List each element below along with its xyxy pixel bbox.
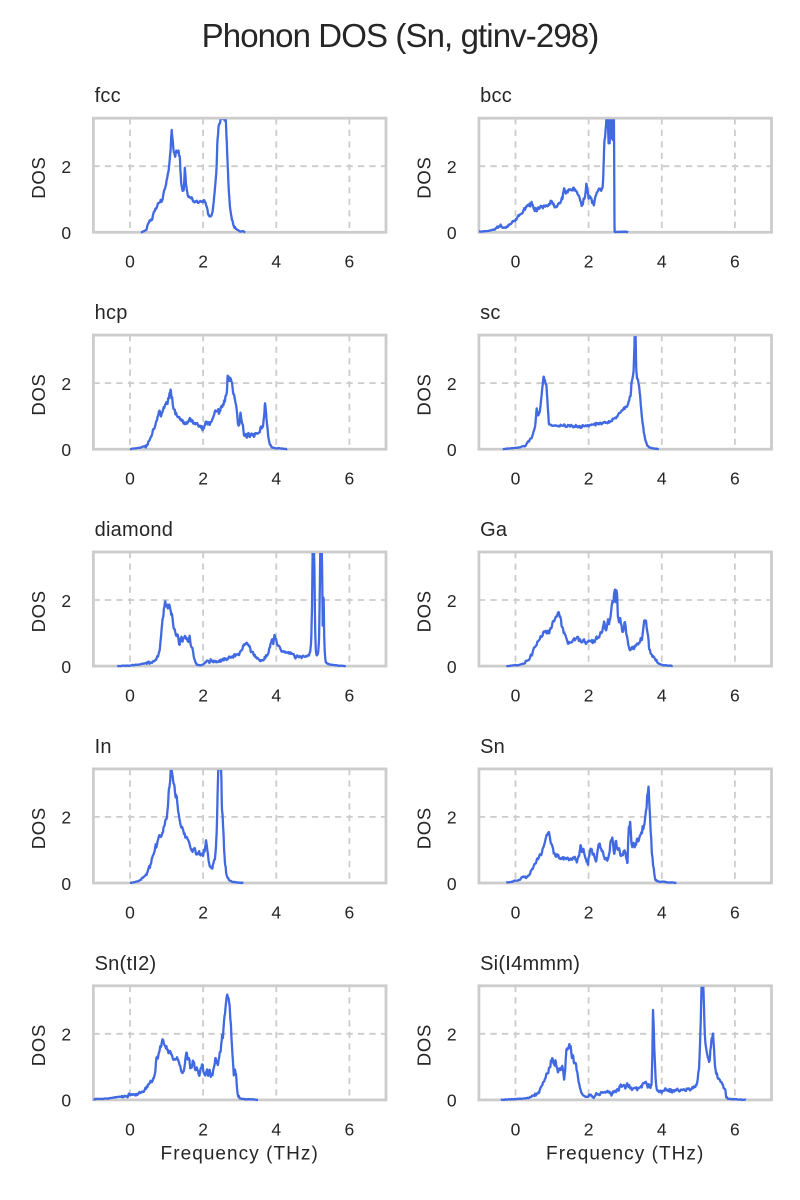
- svg-text:fcc: fcc: [95, 85, 121, 107]
- svg-text:2: 2: [584, 902, 594, 922]
- svg-text:0: 0: [61, 874, 71, 894]
- svg-text:0: 0: [61, 223, 71, 243]
- svg-text:6: 6: [345, 469, 355, 489]
- svg-text:4: 4: [271, 686, 281, 706]
- svg-text:6: 6: [345, 252, 355, 272]
- svg-text:0: 0: [511, 1119, 521, 1139]
- svg-text:0: 0: [61, 1091, 71, 1111]
- svg-text:DOS: DOS: [28, 1024, 49, 1066]
- svg-text:DOS: DOS: [28, 156, 49, 198]
- svg-text:4: 4: [271, 252, 281, 272]
- svg-text:Sn(tI2): Sn(tI2): [95, 953, 157, 975]
- svg-text:bcc: bcc: [480, 85, 512, 107]
- svg-text:DOS: DOS: [413, 590, 434, 632]
- svg-text:4: 4: [657, 902, 667, 922]
- svg-text:Phonon DOS (Sn, gtinv-298): Phonon DOS (Sn, gtinv-298): [202, 17, 599, 54]
- svg-text:0: 0: [125, 902, 135, 922]
- svg-text:6: 6: [345, 686, 355, 706]
- svg-text:0: 0: [447, 1091, 457, 1111]
- svg-text:2: 2: [61, 808, 71, 828]
- svg-text:2: 2: [61, 374, 71, 394]
- svg-text:2: 2: [584, 686, 594, 706]
- svg-text:6: 6: [730, 902, 740, 922]
- svg-text:2: 2: [61, 591, 71, 611]
- svg-text:Frequency (THz): Frequency (THz): [161, 1144, 319, 1165]
- svg-text:0: 0: [125, 469, 135, 489]
- svg-text:diamond: diamond: [95, 519, 173, 541]
- svg-text:0: 0: [511, 469, 521, 489]
- svg-text:2: 2: [447, 374, 457, 394]
- svg-text:0: 0: [447, 223, 457, 243]
- svg-text:0: 0: [447, 874, 457, 894]
- svg-text:In: In: [95, 736, 112, 758]
- svg-text:0: 0: [61, 440, 71, 460]
- svg-text:Si(I4mmm): Si(I4mmm): [480, 953, 580, 975]
- svg-text:0: 0: [125, 1119, 135, 1139]
- svg-text:sc: sc: [480, 302, 501, 324]
- svg-text:6: 6: [730, 469, 740, 489]
- svg-text:hcp: hcp: [95, 302, 128, 324]
- svg-text:6: 6: [730, 252, 740, 272]
- svg-text:DOS: DOS: [28, 373, 49, 415]
- svg-text:0: 0: [61, 657, 71, 677]
- svg-text:2: 2: [584, 252, 594, 272]
- svg-text:4: 4: [271, 469, 281, 489]
- svg-text:0: 0: [125, 686, 135, 706]
- svg-text:6: 6: [730, 1119, 740, 1139]
- svg-text:6: 6: [345, 1119, 355, 1139]
- svg-text:DOS: DOS: [413, 1024, 434, 1066]
- svg-text:4: 4: [657, 252, 667, 272]
- svg-text:0: 0: [125, 252, 135, 272]
- svg-text:DOS: DOS: [413, 373, 434, 415]
- svg-text:0: 0: [447, 657, 457, 677]
- svg-text:4: 4: [657, 686, 667, 706]
- svg-text:DOS: DOS: [28, 807, 49, 849]
- svg-text:2: 2: [584, 469, 594, 489]
- svg-text:2: 2: [198, 469, 208, 489]
- svg-text:4: 4: [271, 902, 281, 922]
- svg-text:2: 2: [61, 1025, 71, 1045]
- svg-text:0: 0: [511, 686, 521, 706]
- svg-text:2: 2: [198, 1119, 208, 1139]
- svg-text:2: 2: [447, 808, 457, 828]
- svg-text:2: 2: [198, 902, 208, 922]
- svg-text:DOS: DOS: [413, 807, 434, 849]
- svg-text:Sn: Sn: [480, 736, 505, 758]
- svg-text:4: 4: [271, 1119, 281, 1139]
- svg-text:4: 4: [657, 1119, 667, 1139]
- svg-text:DOS: DOS: [28, 590, 49, 632]
- svg-text:2: 2: [447, 157, 457, 177]
- svg-text:6: 6: [345, 902, 355, 922]
- svg-text:2: 2: [584, 1119, 594, 1139]
- svg-text:2: 2: [198, 686, 208, 706]
- svg-text:2: 2: [61, 157, 71, 177]
- svg-text:0: 0: [447, 440, 457, 460]
- svg-text:2: 2: [447, 1025, 457, 1045]
- svg-text:2: 2: [198, 252, 208, 272]
- svg-text:2: 2: [447, 591, 457, 611]
- svg-text:0: 0: [511, 252, 521, 272]
- svg-text:6: 6: [730, 686, 740, 706]
- svg-text:4: 4: [657, 469, 667, 489]
- svg-text:DOS: DOS: [413, 156, 434, 198]
- svg-text:Frequency (THz): Frequency (THz): [546, 1144, 704, 1165]
- svg-text:0: 0: [511, 902, 521, 922]
- svg-text:Ga: Ga: [480, 519, 508, 541]
